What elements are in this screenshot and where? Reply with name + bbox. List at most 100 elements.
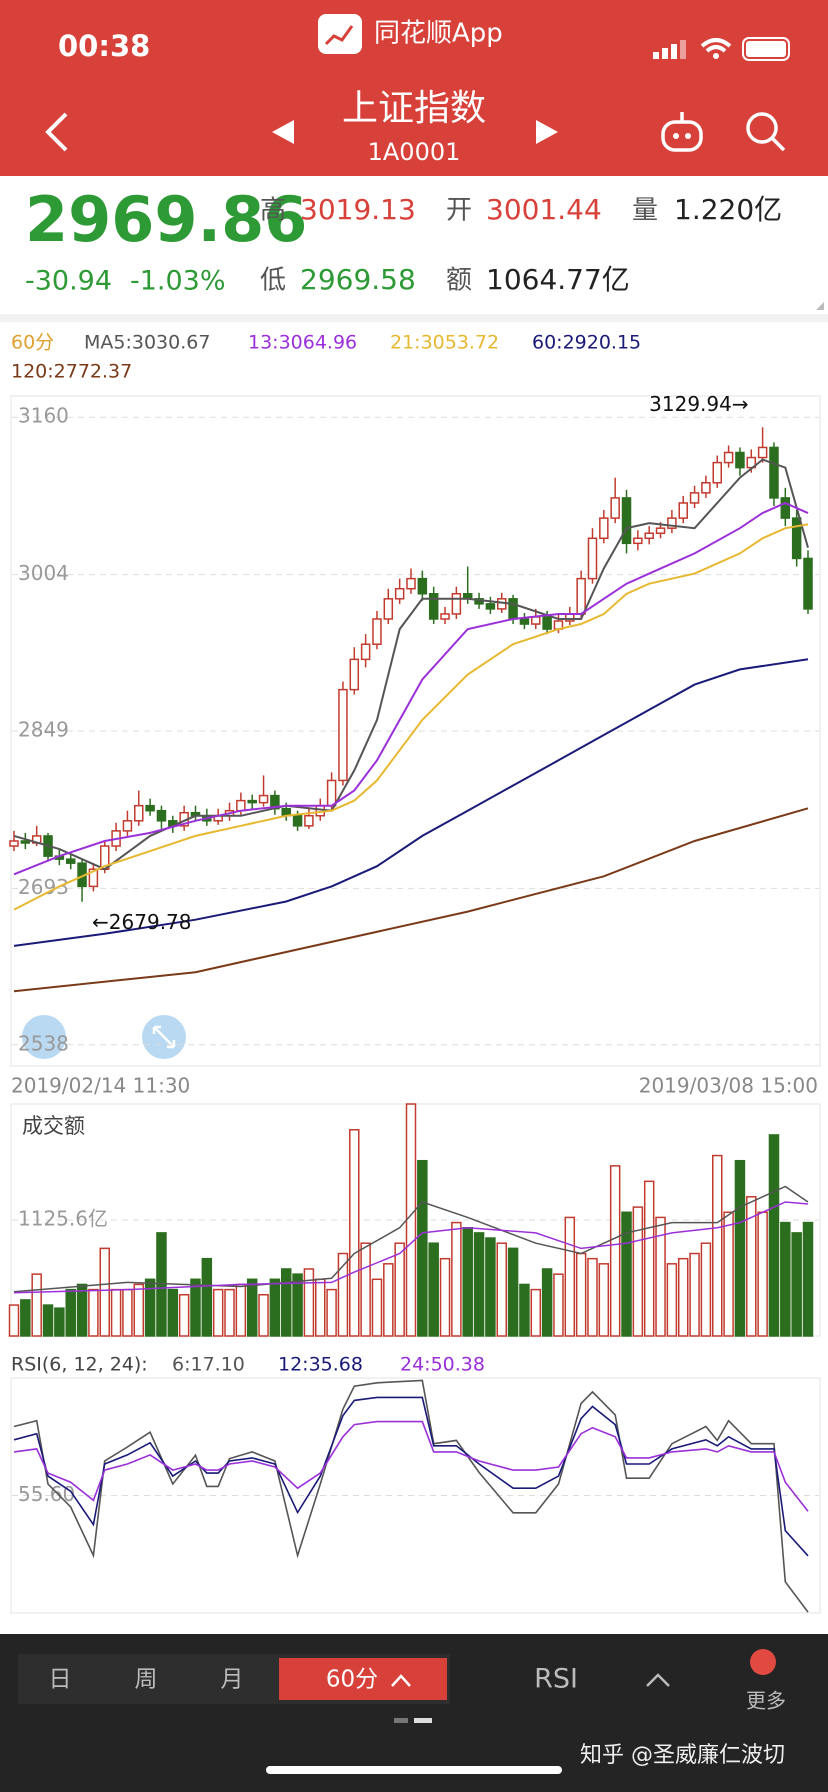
- candle-body: [304, 815, 314, 827]
- header-bg: [0, 0, 828, 176]
- volume-bar: [326, 1288, 337, 1337]
- candle-body: [326, 779, 337, 807]
- legend-entry: 24:50.38: [400, 1354, 485, 1376]
- candle-body: [689, 492, 700, 504]
- legend-entry: 21:3053.72: [390, 332, 499, 354]
- y-tick-label: 3004: [18, 561, 69, 585]
- expand-icon: [152, 1025, 176, 1049]
- candle-body: [9, 840, 19, 847]
- volume-bar: [212, 1288, 224, 1337]
- prev-button[interactable]: [272, 120, 294, 144]
- volume-bar: [99, 1247, 110, 1337]
- back-button[interactable]: [45, 112, 68, 152]
- volume-bar: [723, 1211, 734, 1337]
- candle-body: [258, 794, 269, 804]
- candle-body: [360, 643, 371, 661]
- tab-day[interactable]: 日: [49, 1667, 72, 1693]
- y-tick-label: 1125.6亿: [18, 1206, 108, 1230]
- zoom-button[interactable]: [22, 1015, 66, 1059]
- tab-week[interactable]: 周: [135, 1667, 158, 1693]
- volume-bar: [76, 1283, 88, 1337]
- volume-bar: [655, 1216, 666, 1337]
- divider: [0, 314, 828, 322]
- candle-body: [769, 446, 779, 499]
- search-button[interactable]: [746, 112, 786, 152]
- indicator-caret[interactable]: [646, 1673, 670, 1687]
- volume-bar: [258, 1294, 269, 1337]
- low-annotation: ←2679.78: [92, 910, 191, 934]
- high-label: 高: [260, 196, 286, 226]
- candle-body: [791, 517, 802, 560]
- volume-bar: [42, 1304, 54, 1337]
- next-button[interactable]: [536, 120, 558, 144]
- tab-month[interactable]: 月: [221, 1667, 244, 1693]
- volume-bar: [246, 1278, 258, 1337]
- volume-bar: [519, 1283, 530, 1337]
- price-change: -30.94: [25, 266, 112, 297]
- volume-bar: [734, 1159, 746, 1337]
- volume-bar: [20, 1299, 31, 1337]
- nav-code: 1A0001: [368, 138, 461, 166]
- status-time: 00:38: [58, 29, 150, 63]
- volume-bar: [8, 1304, 20, 1337]
- app-icon-graph: [324, 25, 354, 46]
- volume-bar: [780, 1221, 791, 1337]
- robot-eye: [673, 133, 679, 139]
- y-tick-label: 3160: [18, 404, 69, 428]
- candle-body: [338, 688, 348, 782]
- volume-bar: [700, 1242, 712, 1337]
- candle-body: [723, 451, 734, 464]
- candle-body: [372, 618, 382, 645]
- candle-body: [417, 577, 428, 595]
- candle-body: [145, 804, 155, 812]
- legend-entry: MA5:3030.67: [84, 332, 210, 354]
- volume-bar: [677, 1257, 689, 1337]
- volume-bar: [530, 1288, 542, 1337]
- volume-bar: [110, 1288, 122, 1337]
- volume-bar: [133, 1283, 145, 1337]
- active-tab[interactable]: [279, 1658, 447, 1700]
- wifi-dot: [713, 53, 719, 59]
- candle-body: [678, 502, 688, 519]
- volume-bar: [201, 1257, 213, 1337]
- legend-entry: 13:3064.96: [248, 332, 357, 354]
- indicator-button[interactable]: RSI: [534, 1664, 578, 1695]
- volume-bar: [587, 1257, 598, 1337]
- volume-bar: [598, 1263, 610, 1337]
- volume-bar: [791, 1232, 802, 1337]
- candle-body: [20, 840, 31, 844]
- volume-bar: [746, 1196, 757, 1337]
- low-value: 2969.58: [300, 263, 416, 296]
- corner-mark: [816, 302, 824, 310]
- volume-title: 成交额: [22, 1114, 85, 1138]
- ma-line: [13, 658, 809, 947]
- status-app: 同花顺App: [374, 19, 503, 49]
- candle-body: [451, 593, 462, 615]
- volume-bar: [609, 1165, 621, 1337]
- low-label: 低: [260, 266, 286, 296]
- volume-bar: [144, 1278, 156, 1337]
- page-dot-active: [414, 1718, 432, 1723]
- volume-bar: [689, 1252, 700, 1337]
- candle-body: [610, 497, 620, 519]
- candle-body: [655, 527, 666, 534]
- volume-bar: [621, 1211, 632, 1337]
- tab-period[interactable]: 60分: [326, 1667, 378, 1693]
- more-button[interactable]: 更多: [746, 1689, 786, 1713]
- legend-entry: 120:2772.37: [11, 361, 132, 383]
- candle-body: [701, 482, 711, 494]
- amount-label: 额: [446, 266, 472, 296]
- high-annotation: 3129.94→: [649, 392, 748, 416]
- volume-bar: [802, 1221, 814, 1337]
- volume-bar: [190, 1278, 201, 1337]
- volume-bar: [394, 1242, 405, 1337]
- ma-line: [13, 807, 809, 993]
- volume-bar: [496, 1242, 507, 1337]
- volume-bar: [439, 1257, 451, 1337]
- rsi-title: RSI(6, 12, 24):: [11, 1354, 148, 1376]
- robot-button[interactable]: [661, 112, 703, 152]
- volume-bar: [178, 1294, 190, 1337]
- candle-body: [508, 598, 518, 620]
